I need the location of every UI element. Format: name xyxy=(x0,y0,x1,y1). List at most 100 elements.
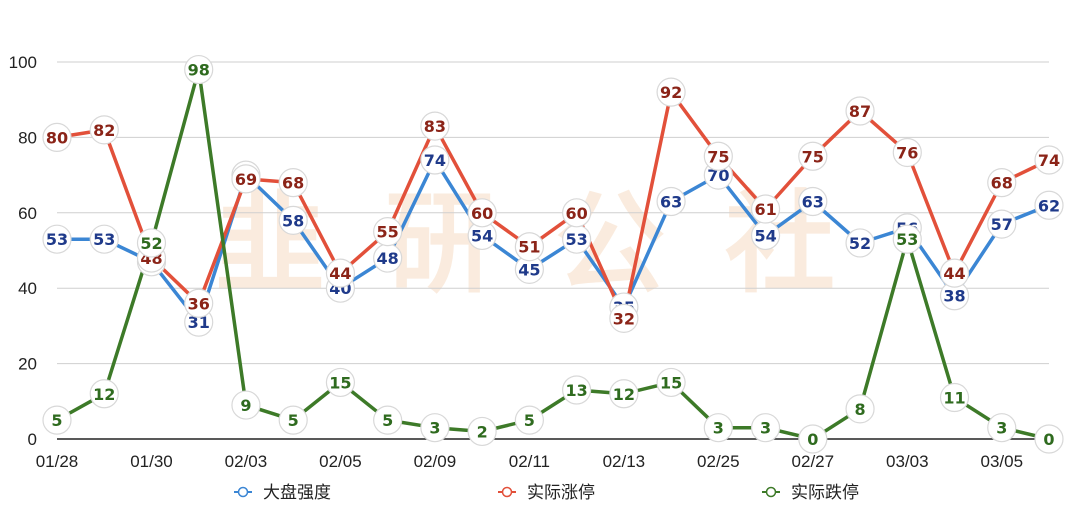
data-label: 68 xyxy=(282,174,304,193)
point-marker xyxy=(892,137,922,168)
point-marker xyxy=(373,217,403,247)
point-marker xyxy=(89,379,119,409)
data-point: 68 xyxy=(987,168,1017,198)
data-point: 9 xyxy=(231,390,261,420)
data-point: 82 xyxy=(89,115,119,145)
data-label: 74 xyxy=(424,151,446,170)
point-marker xyxy=(798,186,828,217)
point-marker xyxy=(42,405,72,435)
data-label: 8 xyxy=(854,400,865,419)
point-marker xyxy=(467,198,497,228)
data-label: 32 xyxy=(613,309,635,328)
data-label: 92 xyxy=(660,83,682,102)
point-marker xyxy=(987,413,1017,443)
point-marker xyxy=(609,303,639,333)
data-point: 15 xyxy=(656,367,686,398)
point-marker xyxy=(798,424,828,454)
point-marker xyxy=(514,405,544,435)
data-label: 62 xyxy=(1038,196,1060,215)
data-label: 3 xyxy=(760,419,771,438)
legend-label: 大盘强度 xyxy=(263,483,331,503)
point-marker xyxy=(987,168,1017,198)
data-point: 63 xyxy=(798,186,828,217)
data-point: 3 xyxy=(703,413,733,443)
data-label: 38 xyxy=(943,287,965,306)
data-point: 74 xyxy=(1034,145,1064,175)
point-marker xyxy=(136,228,167,258)
point-marker xyxy=(703,413,733,443)
point-marker xyxy=(845,228,875,258)
data-label: 12 xyxy=(93,385,115,404)
y-tick-label: 100 xyxy=(9,53,37,72)
point-marker xyxy=(231,164,261,194)
data-label: 52 xyxy=(849,234,871,253)
data-point: 3 xyxy=(750,413,781,443)
point-marker xyxy=(278,168,308,198)
data-point: 54 xyxy=(467,220,497,251)
point-marker xyxy=(231,390,261,420)
data-label: 3 xyxy=(429,419,440,438)
point-marker xyxy=(798,141,828,171)
data-label: 75 xyxy=(707,147,729,166)
point-marker xyxy=(89,224,119,254)
data-point: 3 xyxy=(987,413,1017,443)
data-point: 61 xyxy=(750,194,781,224)
data-label: 60 xyxy=(471,204,493,223)
x-tick-label: 02/25 xyxy=(697,452,740,471)
point-marker xyxy=(89,115,119,145)
data-label: 63 xyxy=(802,192,824,211)
x-tick-label: 02/27 xyxy=(792,452,835,471)
data-label: 0 xyxy=(1043,430,1054,449)
data-label: 55 xyxy=(377,223,399,242)
data-point: 5 xyxy=(373,405,403,435)
legend-label: 实际涨停 xyxy=(527,483,595,503)
legend-marker xyxy=(501,486,513,498)
data-point: 45 xyxy=(514,254,544,284)
data-label: 48 xyxy=(377,249,399,268)
data-point: 57 xyxy=(987,209,1017,239)
data-label: 45 xyxy=(518,260,540,279)
point-marker xyxy=(42,122,72,152)
data-point: 48 xyxy=(373,243,403,273)
data-label: 0 xyxy=(807,430,818,449)
data-point: 2 xyxy=(467,416,497,447)
point-marker xyxy=(939,258,970,288)
data-label: 3 xyxy=(713,419,724,438)
data-point: 5 xyxy=(278,405,308,435)
legend[interactable]: 大盘强度 实际涨停 实际跌停 xyxy=(234,483,859,503)
data-point: 87 xyxy=(845,96,875,126)
series-line-2 xyxy=(56,67,1050,441)
data-point: 60 xyxy=(467,198,497,228)
point-marker xyxy=(514,232,544,262)
data-label: 12 xyxy=(613,385,635,404)
legend-marker xyxy=(237,486,249,498)
point-marker xyxy=(1034,424,1064,454)
x-tick-label: 02/03 xyxy=(225,452,268,471)
data-point: 74 xyxy=(420,145,450,175)
data-label: 53 xyxy=(896,230,918,249)
point-marker xyxy=(420,413,450,443)
data-point: 69 xyxy=(231,164,261,194)
data-label: 80 xyxy=(46,128,68,147)
data-point: 75 xyxy=(703,141,733,171)
data-point: 3 xyxy=(420,413,450,443)
data-label: 53 xyxy=(93,230,115,249)
legend-item[interactable]: 大盘强度 xyxy=(234,483,331,503)
series-lines xyxy=(56,67,1050,441)
data-point: 68 xyxy=(278,168,308,198)
data-point: 53 xyxy=(562,224,592,254)
point-marker xyxy=(278,205,308,235)
data-label: 61 xyxy=(754,200,776,219)
point-marker xyxy=(467,416,497,447)
x-tick-label: 01/30 xyxy=(130,452,173,471)
data-label: 63 xyxy=(660,192,682,211)
data-label: 54 xyxy=(471,226,493,245)
point-marker xyxy=(892,224,922,254)
y-tick-label: 60 xyxy=(18,204,37,223)
x-tick-label: 02/05 xyxy=(319,452,362,471)
point-marker xyxy=(656,77,686,107)
legend-item[interactable]: 实际跌停 xyxy=(762,483,859,503)
point-marker xyxy=(42,224,72,254)
legend-item[interactable]: 实际涨停 xyxy=(498,483,595,503)
watermark: 韭研公社 xyxy=(215,180,835,308)
